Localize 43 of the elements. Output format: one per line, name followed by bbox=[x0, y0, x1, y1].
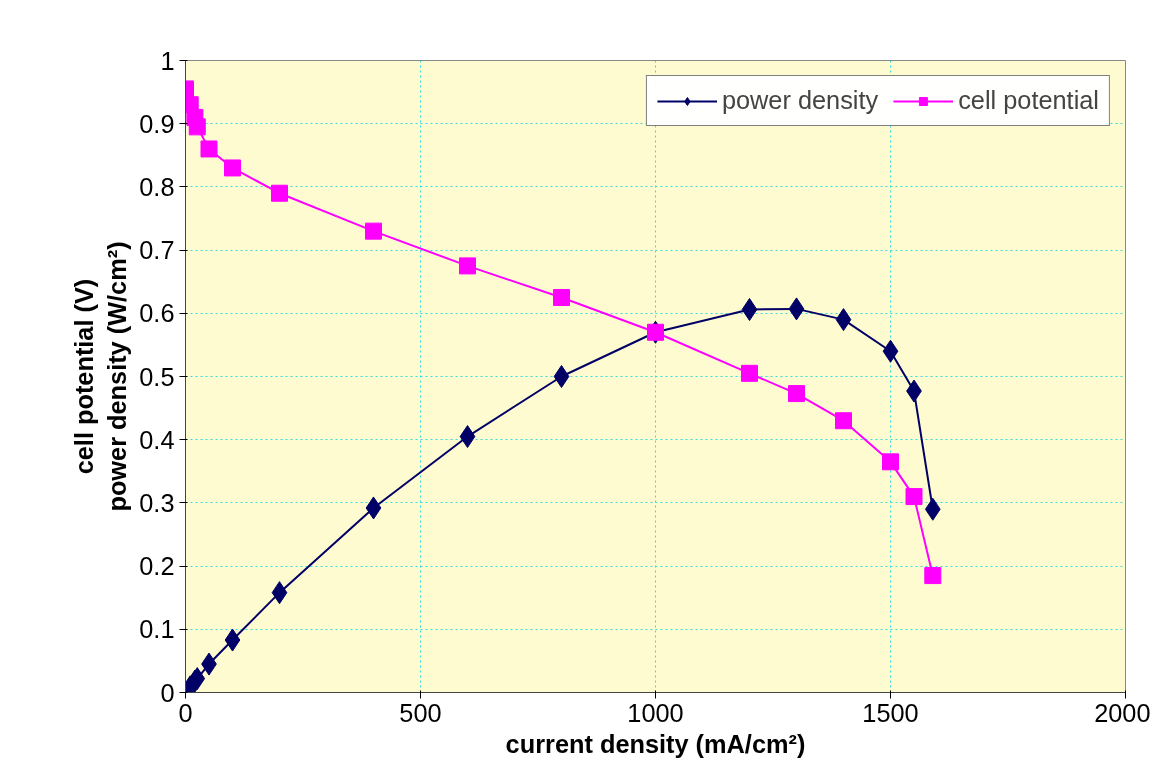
legend-label: power density bbox=[721, 86, 879, 115]
point bbox=[365, 496, 382, 520]
point bbox=[741, 298, 758, 322]
point bbox=[553, 365, 570, 388]
point bbox=[924, 497, 941, 521]
point bbox=[224, 628, 241, 652]
point bbox=[835, 412, 852, 430]
point bbox=[224, 159, 241, 177]
y-tick-label: 0.4 bbox=[139, 425, 175, 454]
y-tick-label: 0 bbox=[160, 678, 175, 707]
point bbox=[200, 140, 218, 158]
y-tick-label: 0.5 bbox=[139, 362, 175, 391]
point bbox=[459, 425, 476, 449]
y-axis-title: cell potential (V) power density (W/cm²) bbox=[69, 241, 132, 512]
x-axis-title: current density (mA/cm²) bbox=[505, 729, 806, 758]
y-tick-label: 0.2 bbox=[139, 552, 175, 581]
point bbox=[788, 297, 805, 321]
point bbox=[788, 385, 805, 403]
x-tick-label: 0 bbox=[178, 698, 193, 727]
y-tick-label: 0.9 bbox=[139, 109, 175, 138]
x-tick-label: 1000 bbox=[627, 698, 684, 727]
point bbox=[741, 364, 758, 382]
y-tick-label: 0.3 bbox=[139, 488, 175, 517]
point bbox=[188, 118, 206, 136]
point bbox=[271, 184, 288, 202]
y-tick-label: 0.1 bbox=[139, 615, 175, 644]
point bbox=[553, 289, 570, 306]
point bbox=[365, 222, 382, 240]
x-tick-label: 1500 bbox=[862, 698, 919, 727]
point bbox=[882, 453, 899, 471]
y-tick-label: 1 bbox=[160, 46, 175, 75]
y-tick-label: 0.6 bbox=[139, 299, 175, 328]
x-tick-label: 2000 bbox=[1094, 698, 1151, 727]
y-tick-label: 0.7 bbox=[139, 236, 175, 265]
point bbox=[271, 581, 288, 605]
point bbox=[905, 488, 923, 506]
point bbox=[924, 567, 942, 585]
y-tick-label: 0.8 bbox=[139, 172, 175, 201]
point bbox=[882, 339, 899, 363]
point bbox=[835, 308, 852, 332]
legend-label: cell potential bbox=[958, 86, 1099, 115]
x-tick-label: 500 bbox=[399, 698, 442, 727]
point bbox=[459, 257, 476, 275]
